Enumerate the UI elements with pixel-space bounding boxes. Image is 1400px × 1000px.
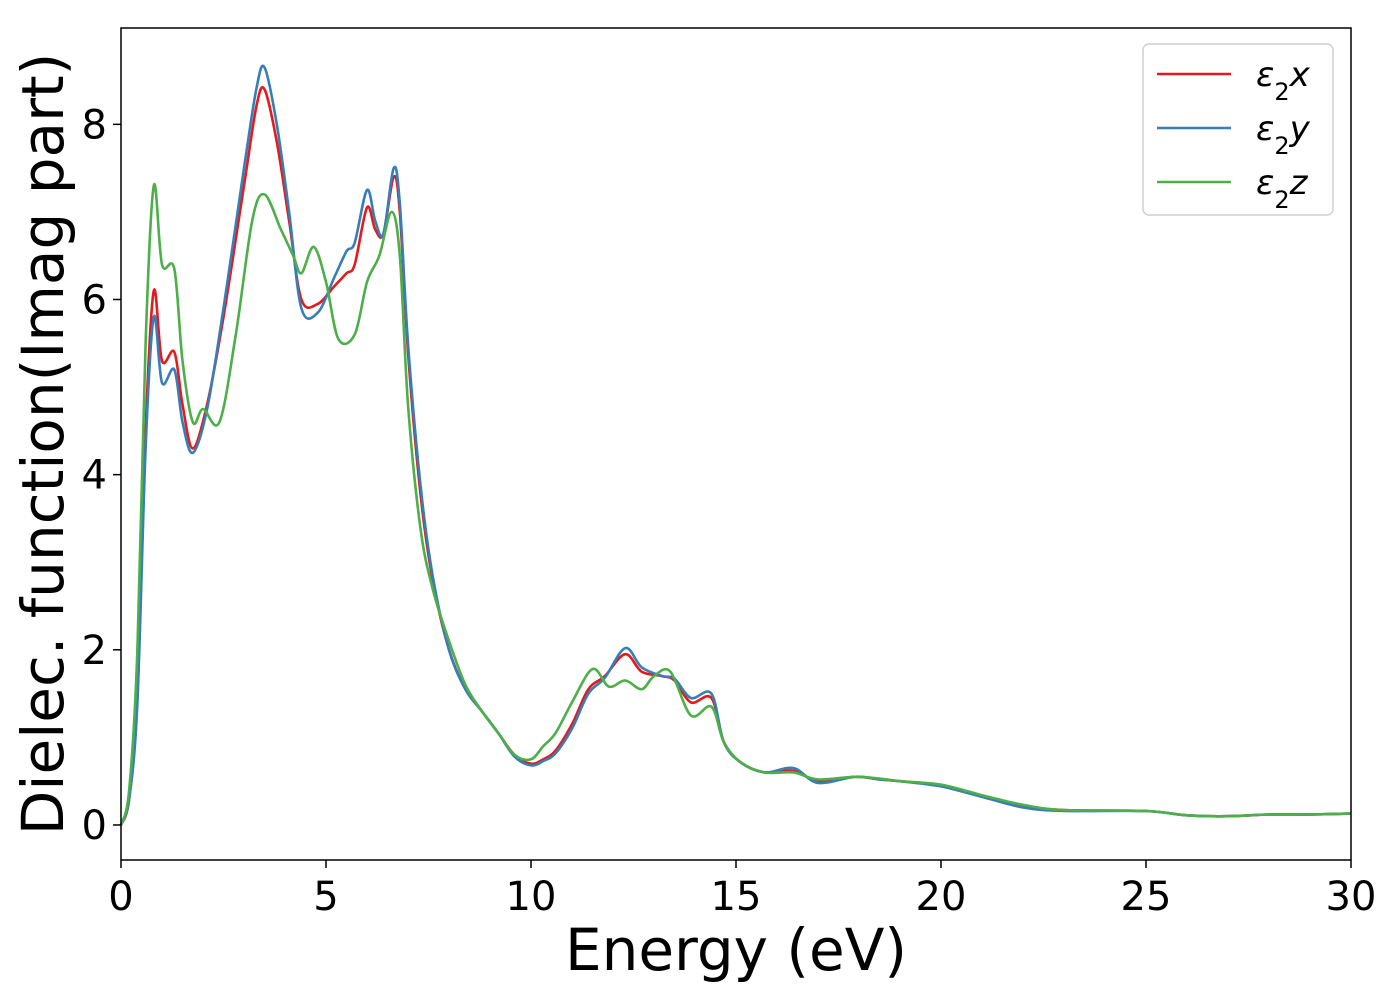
y-tick-label: 0: [82, 803, 107, 849]
series-line-z: [119, 182, 1352, 826]
x-tick-label: 20: [916, 874, 967, 920]
x-tick-label: 0: [108, 874, 133, 920]
legend-label-x: ε2x: [1256, 55, 1311, 106]
y-tick-label: 4: [82, 453, 107, 499]
legend-label-y: ε2y: [1256, 109, 1311, 160]
x-tick-label: 25: [1121, 874, 1172, 920]
x-tick-label: 5: [313, 874, 338, 920]
y-axis: 0 2 4 6 8: [82, 102, 121, 849]
x-axis: 0 5 10 15 20 25 30: [108, 860, 1376, 920]
legend-label-z: ε2z: [1256, 163, 1309, 214]
y-tick-label: 6: [82, 277, 107, 323]
y-tick-label: 8: [82, 102, 107, 148]
y-tick-label: 2: [82, 628, 107, 674]
x-tick-label: 30: [1326, 874, 1377, 920]
series-layer: [119, 64, 1352, 826]
legend-box: [1142, 43, 1334, 216]
y-axis-title: Dielec. function(Imag part): [9, 53, 77, 836]
x-tick-label: 15: [711, 874, 762, 920]
x-tick-label: 10: [506, 874, 557, 920]
x-axis-title: Energy (eV): [565, 916, 907, 984]
